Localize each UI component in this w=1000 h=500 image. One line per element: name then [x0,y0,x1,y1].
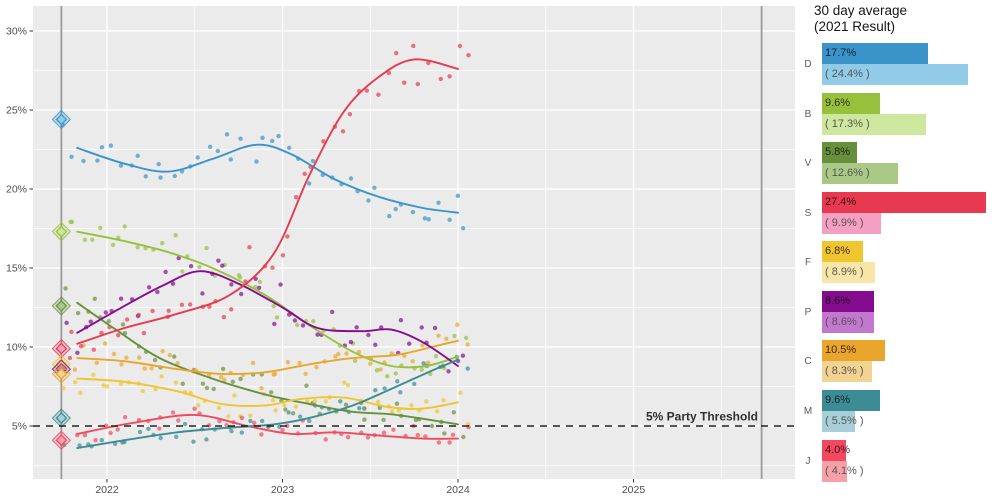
party-bars: 17.7%( 24.4% ) [822,43,969,85]
average-bar: 10.5% [822,340,885,361]
sidebar-title-line2: (2021 Result) [814,19,896,34]
party-bars: 5.8%( 12.6% ) [822,142,898,184]
result-diamond-M [55,412,68,424]
average-bar: 9.6% [822,390,880,411]
plot-panel [33,6,795,479]
result-bar: ( 5.5% ) [822,411,864,432]
party-bars: 4.0%( 4.1% ) [822,440,864,482]
result-bar: ( 17.3% ) [822,114,926,135]
trend-line-P [76,270,459,367]
scatter-P [64,255,466,374]
party-label: C [804,355,812,367]
sidebar-title-line1: 30 day average [814,3,908,18]
trend-lines [76,58,459,450]
scatter-S [67,43,471,361]
party-label: S [804,207,812,219]
average-bar: 8.6% [822,291,874,312]
x-tick-label: 2025 [622,484,646,496]
average-bar: 9.6% [822,93,880,114]
result-diamond-B [55,225,68,238]
party-label: B [804,108,812,120]
party-bars: 9.6%( 5.5% ) [822,390,880,432]
result-diamond-C [55,368,68,380]
y-tick-label: 30% [6,26,27,38]
party-bars: 6.8%( 8.9% ) [822,241,876,283]
sidebar-title: 30 day average (2021 Result) [814,3,907,35]
poll-chart-area: 5% Party Threshold 5% 10% 15% 20% 25% 30% 2022 2… [6,6,795,496]
y-tick-label: 15% [6,263,27,275]
trend-line-V [76,301,459,426]
scatter-D [60,122,466,231]
party-label: D [804,58,812,70]
result-diamond-V [55,300,68,312]
x-tick-label: 2022 [95,484,119,496]
poll-chart: 5% Party Threshold 5% 10% 15% 20% 25% 30% 2022 2… [6,6,795,496]
trend-line-M [76,358,459,450]
election-result-markers [51,109,72,450]
threshold-label: 5% Party Threshold [646,410,758,424]
party-label: J [805,455,811,467]
result-bar: ( 12.6% ) [822,163,898,184]
y-tick-label: 25% [6,105,27,117]
x-tick-label: 2024 [446,484,470,496]
result-diamond-J [55,434,68,447]
average-bar: 5.8% [822,142,857,163]
party-label: F [804,256,812,268]
result-bar: ( 9.9% ) [822,213,882,234]
party-label: P [804,306,812,318]
trend-line-D [76,143,459,214]
result-bar: ( 8.9% ) [822,262,876,283]
y-tick-label: 20% [6,184,27,196]
party-bars: 10.5%( 8.3% ) [822,340,885,382]
result-bar: ( 4.1% ) [822,461,864,482]
trend-line-J [76,413,459,440]
axes: 5% 10% 15% 20% 25% 30% 2022 2023 2024 2025 [6,26,645,496]
result-bar: ( 8.6% ) [822,312,874,333]
averages-sidebar: 30 day average (2021 Result) D 17.7%( 24.… [796,0,1000,500]
result-bar: ( 8.3% ) [822,361,872,382]
average-bar: 17.7% [822,43,929,64]
average-bar: 4.0% [822,440,850,461]
party-bars: 9.6%( 17.3% ) [822,93,926,135]
result-diamond-S [55,342,68,355]
average-bar: 6.8% [822,241,863,262]
y-tick-label: 5% [12,421,27,433]
x-tick-label: 2023 [271,484,295,496]
trend-line-S [76,58,459,345]
trend-line-C [76,339,459,376]
average-bar: 27.4% [822,192,987,213]
result-bar: ( 24.4% ) [822,64,969,85]
party-bars: 27.4%( 9.9% ) [822,192,987,234]
result-diamond-D [55,113,68,126]
party-label: M [803,405,813,417]
y-tick-label: 10% [6,342,27,354]
trend-line-F [76,377,459,410]
party-bars: 8.6%( 8.6% ) [822,291,874,333]
party-label: V [804,157,812,169]
